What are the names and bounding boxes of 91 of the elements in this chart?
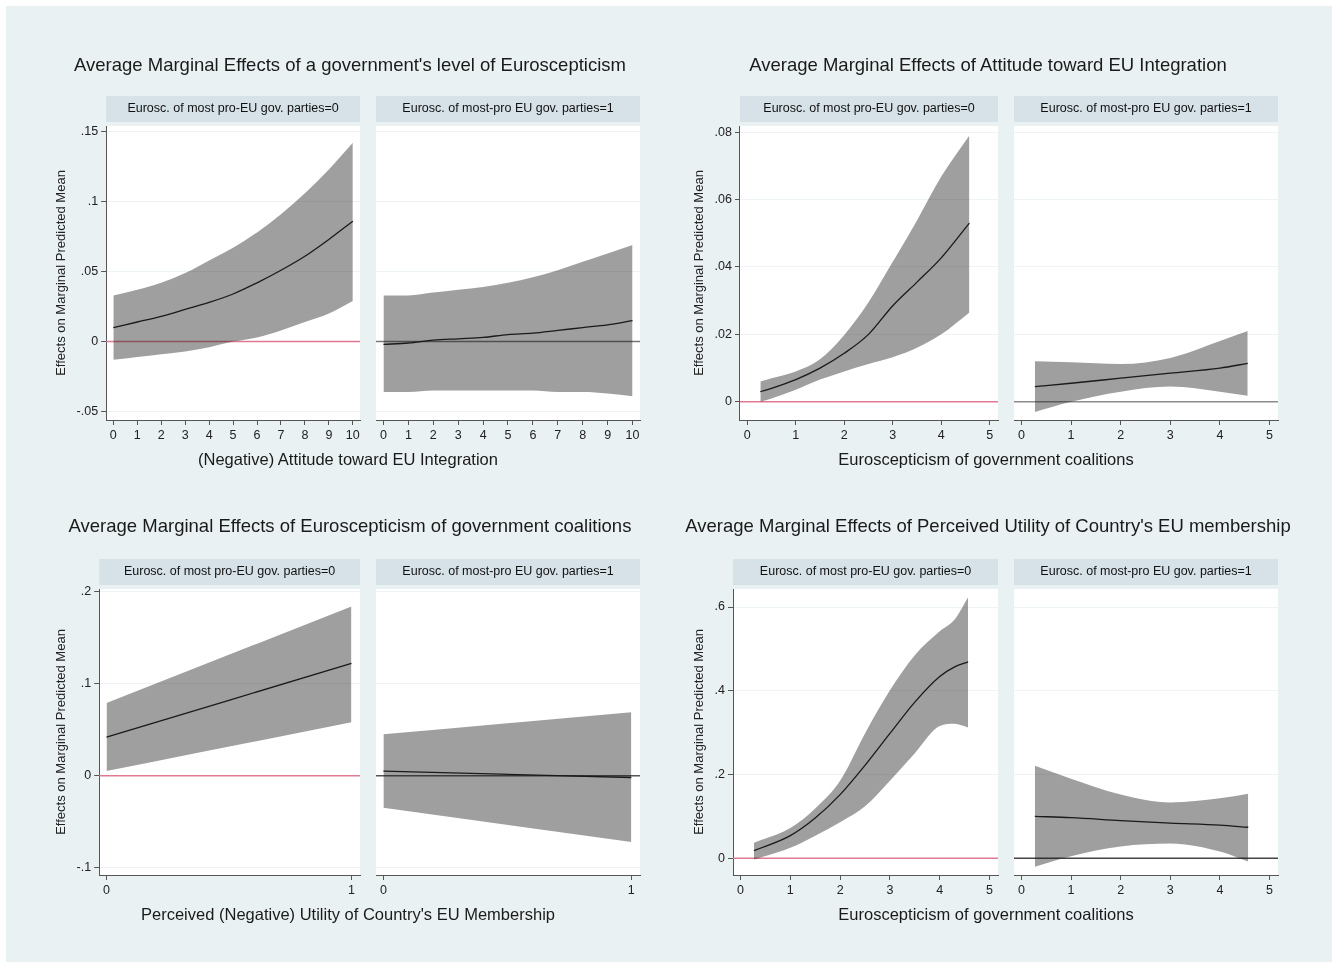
x-tick-label: 2 (1117, 882, 1125, 897)
x-tick-label: 5 (986, 882, 994, 897)
chart-subtitle: Eurosc. of most-pro EU gov. parties=1 (1040, 101, 1252, 116)
y-tick-label: .6 (714, 599, 726, 614)
x-tick-label: 8 (579, 427, 587, 442)
x-tick-label: 1 (404, 427, 412, 442)
x-tick-label: 1 (1067, 882, 1075, 897)
chart-subtitle: Eurosc. of most pro-EU gov. parties=0 (763, 101, 975, 116)
y-tick-label: .1 (87, 194, 99, 209)
x-tick-label: 7 (554, 427, 562, 442)
chart-subtitle: Eurosc. of most-pro EU gov. parties=1 (1040, 564, 1252, 579)
x-tick-label: 4 (1216, 882, 1224, 897)
chart-subtitle: Eurosc. of most pro-EU gov. parties=0 (123, 564, 336, 579)
y-tick-label: 0 (91, 334, 99, 349)
x-tick-label: 2 (1117, 427, 1125, 442)
x-tick-label: 3 (886, 882, 894, 897)
x-axis-title: Euroscepticism of government coalitions (837, 905, 1135, 924)
x-axis-title: Euroscepticism of government coalitions (837, 450, 1135, 469)
x-tick-label: 3 (454, 427, 462, 442)
x-tick-label: 1 (1067, 427, 1075, 442)
x-tick-label: 2 (429, 427, 437, 442)
chart-subtitle: Eurosc. of most pro-EU gov. parties=0 (759, 564, 972, 579)
x-tick-label: 7 (277, 427, 285, 442)
y-tick-label: .06 (714, 191, 733, 206)
y-tick-label: .04 (714, 259, 733, 274)
line-series (759, 222, 971, 393)
x-tick-label: 3 (1166, 882, 1174, 897)
x-tick-label: 5 (1266, 427, 1274, 442)
y-tick-label: .2 (714, 766, 726, 781)
y-tick-label: 0 (84, 768, 92, 783)
x-tick-label: 1 (792, 427, 800, 442)
x-tick-label: 3 (1166, 427, 1174, 442)
x-tick-label: 5 (229, 427, 237, 442)
chart-subtitle: Eurosc. of most pro-EU gov. parties=0 (127, 101, 339, 116)
x-tick-label: 9 (604, 427, 612, 442)
x-axis-title: (Negative) Attitude toward EU Integration (197, 450, 499, 469)
x-tick-label: 0 (737, 882, 745, 897)
x-axis-title: Perceived (Negative) Utility of Country's EU Membership (140, 905, 556, 924)
x-tick-label: 1 (347, 882, 355, 897)
x-tick-label: 0 (109, 427, 117, 442)
y-tick-label: .02 (714, 326, 733, 341)
y-tick-label: .1 (80, 676, 92, 691)
y-tick-label: -.05 (76, 404, 99, 419)
y-axis-title: Effects on Marginal Predicted Mean (691, 629, 707, 835)
x-tick-label: 4 (479, 427, 487, 442)
y-axis-title: Effects on Marginal Predicted Mean (691, 170, 707, 376)
x-tick-label: 0 (103, 882, 111, 897)
x-tick-label: 0 (380, 427, 387, 442)
x-tick-label: 6 (253, 427, 261, 442)
x-tick-label: 1 (627, 882, 635, 897)
x-tick-label: 4 (205, 427, 213, 442)
x-tick-label: 0 (1017, 427, 1025, 442)
x-tick-label: 2 (840, 427, 848, 442)
x-tick-label: 1 (133, 427, 141, 442)
chart-title: Average Marginal Effects of Attitude toward EU Integration (748, 54, 1228, 76)
x-tick-label: 1 (786, 882, 794, 897)
x-tick-label: 5 (1266, 882, 1274, 897)
x-tick-label: 2 (157, 427, 165, 442)
chart-subtitle: Eurosc. of most-pro EU gov. parties=1 (402, 564, 614, 579)
y-tick-label: .15 (80, 124, 99, 139)
x-tick-label: 3 (181, 427, 189, 442)
y-tick-label: 0 (725, 394, 733, 409)
x-tick-label: 4 (936, 882, 944, 897)
y-tick-label: .05 (80, 264, 99, 279)
chart-title: Average Marginal Effects of Euroscepticism of government coalitions (68, 515, 632, 536)
chart-title: Average Marginal Effects of Perceived Utility of Country's EU membership (684, 515, 1292, 537)
x-tick-label: 5 (986, 427, 994, 442)
x-tick-label: 10 (345, 427, 360, 442)
y-axis-title: Effects on Marginal Predicted Mean (53, 170, 69, 376)
y-tick-label: .08 (714, 124, 733, 139)
chart-title: Average Marginal Effects of a government's level of Euroscepticism (73, 54, 627, 76)
y-tick-label: 0 (718, 850, 726, 865)
line-series (753, 661, 969, 852)
x-tick-label: 4 (937, 427, 945, 442)
x-tick-label: 0 (1017, 882, 1025, 897)
x-tick-label: 4 (1216, 427, 1224, 442)
x-tick-label: 9 (325, 427, 333, 442)
x-tick-label: 5 (504, 427, 512, 442)
line-series (112, 220, 354, 329)
x-tick-label: 0 (743, 427, 751, 442)
x-tick-label: 10 (625, 427, 640, 442)
y-tick-label: .2 (80, 584, 92, 599)
x-tick-label: 0 (379, 882, 387, 897)
x-tick-label: 6 (529, 427, 537, 442)
y-tick-label: .4 (714, 683, 726, 698)
y-axis-title: Effects on Marginal Predicted Mean (53, 629, 69, 835)
x-tick-label: 8 (301, 427, 309, 442)
x-tick-label: 2 (836, 882, 844, 897)
x-tick-label: 3 (889, 427, 897, 442)
chart-subtitle: Eurosc. of most-pro EU gov. parties=1 (402, 101, 614, 116)
y-tick-label: -.1 (76, 860, 92, 875)
